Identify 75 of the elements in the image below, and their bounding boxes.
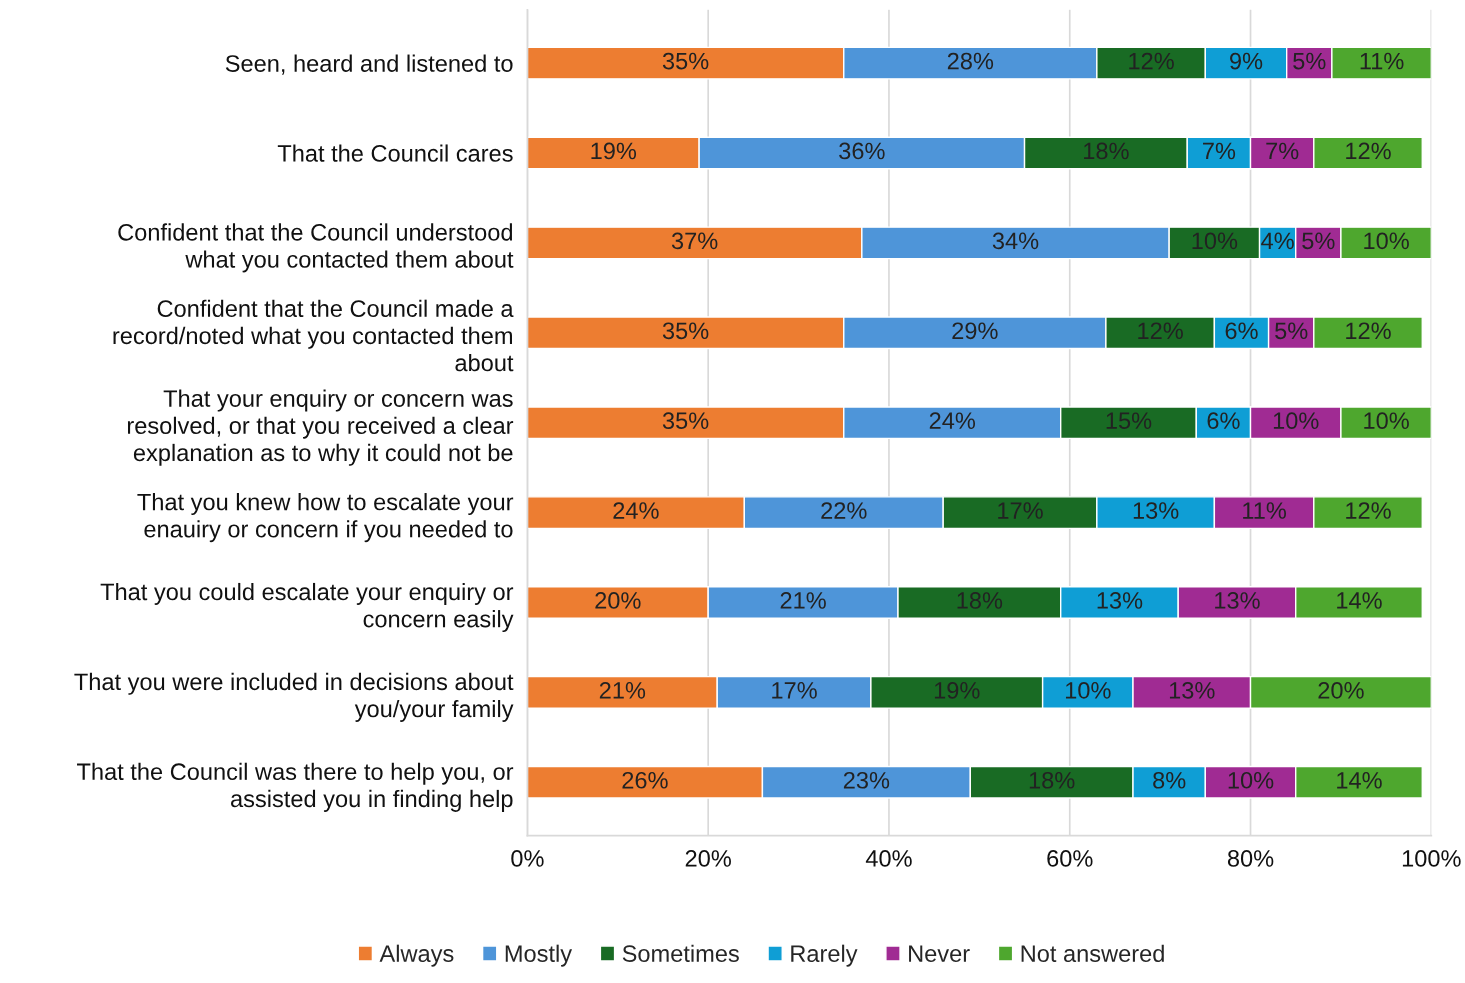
data-label: 5% bbox=[1302, 232, 1335, 250]
data-label: 35% bbox=[662, 322, 709, 340]
y-tick-label: That the Council was there to help you, or assisted you in finding help bbox=[77, 762, 514, 812]
data-label: 20% bbox=[1318, 682, 1364, 699]
data-label: 9% bbox=[1230, 52, 1263, 70]
legend-label: Always bbox=[379, 944, 454, 967]
x-tick-label: 0% bbox=[511, 850, 544, 867]
data-label: 14% bbox=[1337, 772, 1382, 789]
data-label: 21% bbox=[780, 592, 826, 609]
legend-label: Never bbox=[909, 945, 970, 962]
y-tick-label: Seen, heard and listened to bbox=[225, 54, 513, 75]
data-label: 5% bbox=[1293, 52, 1326, 70]
data-label: 17% bbox=[772, 682, 817, 699]
data-label: 18% bbox=[957, 592, 1003, 609]
data-label: 29% bbox=[952, 322, 998, 340]
y-tick-label: That you knew how to escalate your enauiry or concern if you needed to bbox=[137, 493, 514, 543]
data-label: 18% bbox=[1029, 771, 1075, 789]
data-label: 12% bbox=[1346, 142, 1391, 160]
data-label: 6% bbox=[1207, 412, 1240, 430]
y-tick-label: That you were included in decisions about you/your family bbox=[74, 672, 514, 722]
x-tick-label: 100% bbox=[1402, 850, 1461, 867]
data-label: 11% bbox=[1243, 502, 1286, 519]
x-tick-label: 20% bbox=[685, 850, 731, 867]
data-label: 10% bbox=[1228, 771, 1274, 789]
data-label: 26% bbox=[622, 771, 668, 789]
data-label: 10% bbox=[1065, 682, 1111, 699]
data-label: 22% bbox=[821, 502, 867, 519]
data-label: 18% bbox=[1084, 142, 1129, 160]
legend-label: Rarely bbox=[791, 944, 858, 967]
legend-label: Mostly bbox=[505, 944, 573, 967]
data-label: 21% bbox=[599, 682, 646, 699]
data-label: 19% bbox=[591, 142, 637, 160]
data-label: 13% bbox=[1215, 592, 1260, 609]
data-label: 8% bbox=[1153, 771, 1186, 789]
data-label: 11% bbox=[1360, 52, 1404, 70]
data-label: 6% bbox=[1225, 322, 1258, 340]
data-label: 10% bbox=[1273, 412, 1319, 430]
data-label: 5% bbox=[1275, 322, 1308, 340]
data-label: 36% bbox=[839, 142, 885, 160]
legend-label: Sometimes bbox=[622, 944, 739, 962]
data-label: 23% bbox=[843, 771, 890, 789]
data-label: 12% bbox=[1138, 322, 1183, 340]
data-label: 12% bbox=[1346, 502, 1391, 519]
x-tick-label: 40% bbox=[865, 850, 912, 867]
y-tick-label: Confident that the Council understood what you contacted them about bbox=[118, 223, 514, 273]
data-label: 19% bbox=[934, 682, 980, 699]
x-tick-label: 80% bbox=[1227, 850, 1274, 867]
data-label: 34% bbox=[992, 232, 1039, 250]
data-label: 35% bbox=[662, 412, 709, 430]
data-label: 12% bbox=[1346, 322, 1391, 340]
data-label: 24% bbox=[613, 502, 659, 519]
y-tick-label: Confident that the Council made a record/noted what you contacted them about bbox=[113, 299, 514, 372]
data-label: 13% bbox=[1133, 502, 1179, 519]
y-tick-label: That the Council cares bbox=[277, 144, 513, 162]
data-label: 10% bbox=[1364, 232, 1409, 250]
data-label: 14% bbox=[1337, 592, 1382, 609]
data-label: 13% bbox=[1097, 592, 1143, 609]
data-label: 10% bbox=[1192, 232, 1238, 250]
data-label: 7% bbox=[1203, 142, 1236, 160]
y-tick-label: That you could escalate your enquiry or concern easily bbox=[100, 582, 514, 633]
data-label: 15% bbox=[1106, 412, 1152, 430]
data-label: 13% bbox=[1169, 682, 1215, 699]
data-label: 10% bbox=[1364, 412, 1409, 430]
data-label: 24% bbox=[929, 412, 976, 429]
x-tick-label: 60% bbox=[1047, 850, 1093, 867]
data-label: 20% bbox=[595, 592, 641, 609]
data-label: 12% bbox=[1129, 52, 1174, 70]
data-label: 7% bbox=[1266, 142, 1299, 160]
legend-label: Not answered bbox=[1021, 944, 1164, 962]
data-label: 28% bbox=[947, 52, 994, 70]
data-label: 37% bbox=[671, 232, 718, 250]
data-label: 17% bbox=[998, 502, 1043, 519]
data-label: 35% bbox=[662, 52, 709, 70]
y-tick-label: That your enquiry or concern was resolved, or that you received a clear explanation as to why it could not be bbox=[127, 389, 514, 466]
data-label: 4% bbox=[1261, 232, 1294, 250]
